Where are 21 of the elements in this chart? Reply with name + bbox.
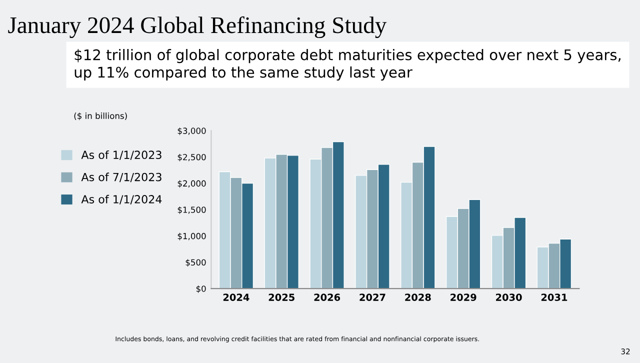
y-tick-label: $3,000 [178, 128, 206, 136]
y-tick-label: $1,500 [178, 206, 206, 214]
y-tick-label: $1,000 [178, 232, 206, 240]
x-tick-label: 2024 [223, 294, 250, 301]
x-tick-label: 2026 [314, 294, 340, 301]
y-tick-label: $500 [186, 259, 206, 267]
y-tick-label: $0 [196, 285, 206, 293]
chart-subtitle: $12 trillion of global corporate debt maturities expected over next 5 years, up 11% compared to the same study last year [74, 49, 620, 81]
x-tick-label: 2025 [268, 294, 294, 301]
x-tick-label: 2030 [496, 294, 522, 301]
legend-label: As of 1/1/2024 [81, 194, 162, 204]
y-tick-label: $2,000 [178, 180, 206, 188]
legend-label: As of 1/1/2023 [81, 150, 162, 160]
chart-title: January 2024 Global Refinancing Study [8, 16, 387, 38]
x-tick-label: 2031 [541, 294, 568, 301]
text: ($ in billions) [74, 112, 127, 120]
x-tick-label: 2027 [360, 294, 386, 301]
y-tick-label: $2,500 [178, 154, 206, 162]
x-tick-label: 2029 [450, 294, 476, 301]
legend-label: As of 7/1/2023 [81, 172, 162, 182]
x-tick-label: 2028 [405, 294, 431, 301]
